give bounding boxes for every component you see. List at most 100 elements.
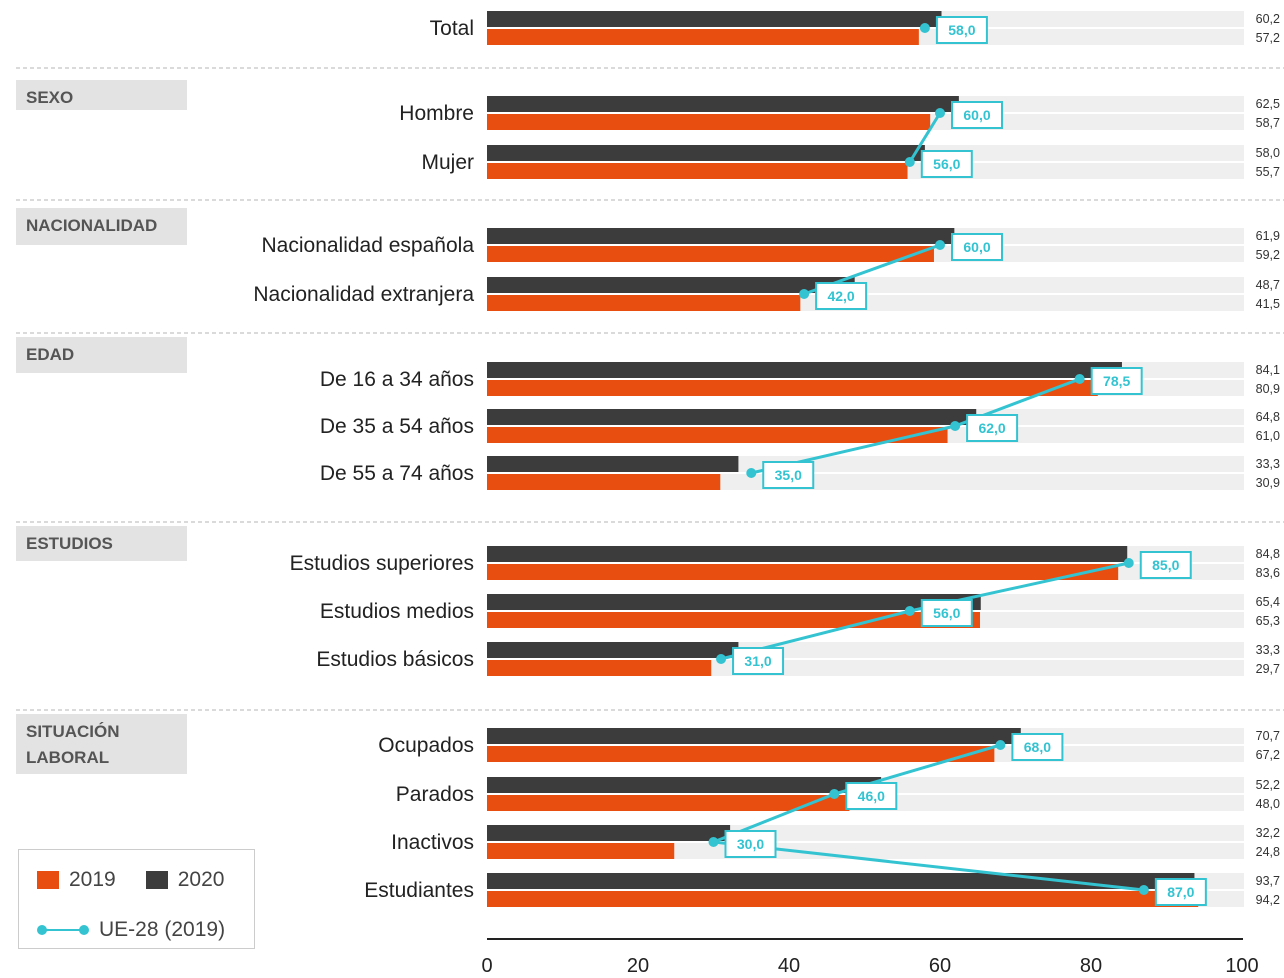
bar-2019 xyxy=(487,746,995,762)
bar-2020 xyxy=(487,11,942,27)
ue-label-box xyxy=(732,647,785,675)
legend-label-2020: 2020 xyxy=(177,868,225,891)
x-tick-label: 100 xyxy=(1225,955,1258,977)
ue-label-box xyxy=(845,782,898,810)
group-header-label: SITUACIÓN xyxy=(26,722,120,741)
ue-line xyxy=(712,743,1144,892)
bar-2019 xyxy=(487,474,721,490)
ue-label-box xyxy=(920,599,973,627)
bar-2020 xyxy=(487,642,739,658)
ue-value-label: 46,0 xyxy=(858,788,885,804)
bar-2019 xyxy=(487,795,850,811)
bar-2019 xyxy=(487,380,1098,396)
ue-point xyxy=(950,421,961,431)
value-label-2020: 65,4 xyxy=(1256,595,1280,609)
category-label: Ocupados xyxy=(378,734,474,757)
bar-2020 xyxy=(487,277,855,293)
ue-point xyxy=(799,289,810,299)
category-label: De 35 a 54 años xyxy=(320,415,474,438)
bar-2020 xyxy=(487,546,1128,562)
bar-2020 xyxy=(487,145,925,161)
value-label-2020: 33,3 xyxy=(1256,643,1280,657)
ue-value-label: 68,0 xyxy=(1024,739,1051,755)
value-label-2020: 61,9 xyxy=(1256,229,1280,243)
ue-value-label: 56,0 xyxy=(933,605,960,621)
x-tick-label: 40 xyxy=(778,955,800,977)
value-label-2019: 55,7 xyxy=(1256,165,1280,179)
ue-value-label: 62,0 xyxy=(978,420,1005,436)
ue-point xyxy=(746,468,757,478)
bar-2019 xyxy=(487,660,712,676)
bar-2020 xyxy=(487,728,1021,744)
value-label-2019: 67,2 xyxy=(1256,748,1280,762)
value-label-2019: 24,8 xyxy=(1256,845,1280,859)
bar-2019 xyxy=(487,427,948,443)
bar-2019 xyxy=(487,612,981,628)
bar-2019 xyxy=(487,246,934,262)
legend-label-2019: 2019 xyxy=(69,868,116,891)
x-tick-label: 60 xyxy=(929,955,951,977)
ue-label-box xyxy=(1090,367,1143,395)
value-label-2020: 64,8 xyxy=(1256,410,1280,424)
ue-label-box xyxy=(1011,733,1064,761)
category-label: Nacionalidad española xyxy=(262,234,475,257)
ue-point xyxy=(716,654,727,664)
bar-2020 xyxy=(487,96,959,112)
ue-point xyxy=(995,740,1006,750)
ue-value-label: 31,0 xyxy=(744,653,771,669)
ue-value-label: 60,0 xyxy=(963,107,990,123)
ue-value-label: 87,0 xyxy=(1167,884,1194,900)
value-label-2019: 41,5 xyxy=(1256,297,1280,311)
category-label: Hombre xyxy=(399,102,474,125)
category-label: De 55 a 74 años xyxy=(320,462,474,485)
value-label-2019: 30,9 xyxy=(1256,476,1280,490)
ue-label-box xyxy=(951,233,1003,261)
bar-2020 xyxy=(487,409,977,425)
chart-legend: 2019 2020 UE-28 (2019) xyxy=(18,849,255,949)
ue-point xyxy=(1123,558,1134,568)
category-label: Estudios básicos xyxy=(316,648,474,671)
bar-2019 xyxy=(487,564,1119,580)
x-tick-label: 20 xyxy=(627,955,649,977)
bar-track-2019 xyxy=(487,843,1244,859)
category-label: Estudios superiores xyxy=(290,552,474,575)
ue-point xyxy=(904,157,915,167)
bar-2019 xyxy=(487,891,1199,907)
group-header-box xyxy=(16,526,187,561)
category-label: Parados xyxy=(396,783,474,806)
ue-label-box xyxy=(951,101,1003,129)
value-label-2019: 57,2 xyxy=(1256,31,1280,45)
value-label-2020: 48,7 xyxy=(1256,278,1280,292)
value-label-2019: 80,9 xyxy=(1256,382,1280,396)
category-label: Total xyxy=(430,17,474,40)
ue-label-box xyxy=(762,461,815,489)
ue-point xyxy=(919,23,930,33)
value-label-2020: 84,1 xyxy=(1256,363,1280,377)
bar-2019 xyxy=(487,163,908,179)
group-header-box xyxy=(16,80,187,110)
value-label-2019: 61,0 xyxy=(1256,429,1280,443)
legend-swatch-2019 xyxy=(37,871,59,889)
x-tick-label: 0 xyxy=(481,955,492,977)
group-header-label: ESTUDIOS xyxy=(26,534,113,553)
bar-2020 xyxy=(487,873,1195,889)
ue-point xyxy=(1138,885,1149,895)
value-label-2020: 32,2 xyxy=(1256,826,1280,840)
value-label-2020: 70,7 xyxy=(1256,729,1280,743)
bar-2020 xyxy=(487,228,955,244)
group-header-box xyxy=(16,208,187,245)
bar-2019 xyxy=(487,29,919,45)
legend-ue-line-icon xyxy=(37,922,89,938)
bar-2020 xyxy=(487,594,981,610)
bar-2019 xyxy=(487,114,931,130)
value-label-2019: 65,3 xyxy=(1256,614,1280,628)
category-label: De 16 a 34 años xyxy=(320,368,474,391)
group-header-label: LABORAL xyxy=(26,748,109,767)
bar-2020 xyxy=(487,456,739,472)
ue-point xyxy=(708,837,719,847)
value-label-2020: 84,8 xyxy=(1256,547,1280,561)
ue-value-label: 85,0 xyxy=(1152,557,1179,573)
bar-2020 xyxy=(487,825,731,841)
ue-value-label: 78,5 xyxy=(1103,373,1130,389)
category-label: Estudiantes xyxy=(364,879,474,902)
